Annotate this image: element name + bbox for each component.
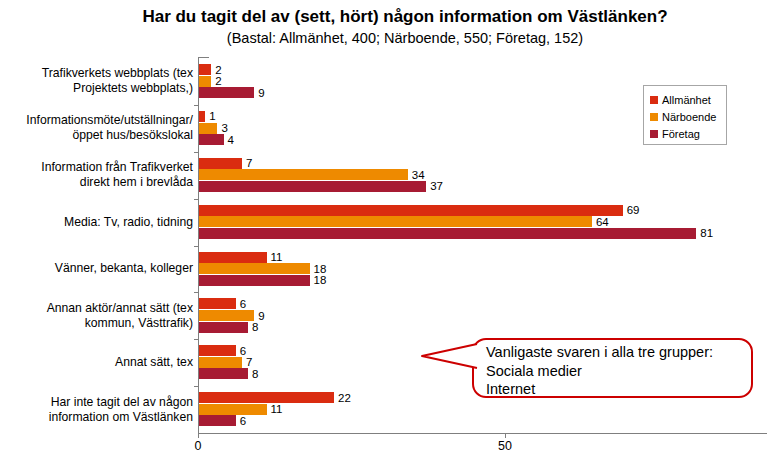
legend-label: Företag bbox=[662, 128, 700, 140]
x-axis-tick-label: 0 bbox=[183, 439, 213, 453]
bar-value-label: 1 bbox=[209, 110, 215, 122]
bar-value-label: 11 bbox=[271, 403, 283, 415]
legend-label: Närboende bbox=[662, 111, 716, 123]
category-label: Media: Tv, radio, tidning bbox=[0, 215, 193, 230]
bar-företag bbox=[199, 368, 248, 379]
bar-företag bbox=[199, 181, 426, 192]
bar-närboende bbox=[199, 216, 592, 227]
bar-företag bbox=[199, 415, 236, 426]
axis-tick bbox=[194, 246, 199, 247]
bar-value-label: 37 bbox=[430, 180, 443, 192]
legend-item: Närboende bbox=[650, 108, 721, 125]
legend-marker-icon bbox=[650, 113, 658, 121]
chart-title: Har du tagit del av (sett, hört) någon i… bbox=[40, 7, 767, 27]
category-label: Vänner, bekanta, kolleger bbox=[0, 261, 193, 276]
bar-value-label: 34 bbox=[412, 169, 425, 181]
bar-value-label: 64 bbox=[596, 216, 609, 228]
bar-företag bbox=[199, 87, 254, 98]
bar-value-label: 4 bbox=[228, 134, 234, 146]
bar-närboende bbox=[199, 123, 217, 134]
bar-value-label: 7 bbox=[246, 356, 252, 368]
chart-header: Har du tagit del av (sett, hört) någon i… bbox=[40, 7, 767, 46]
axis-tick bbox=[194, 292, 199, 293]
category-label: Annan aktör/annat sätt (texkommun, Västt… bbox=[0, 301, 193, 331]
x-axis-line bbox=[198, 433, 767, 434]
bar-allmänhet bbox=[199, 111, 205, 122]
legend-item: Allmänhet bbox=[650, 91, 721, 108]
bar-närboende bbox=[199, 263, 310, 274]
callout-line: Sociala medier bbox=[486, 362, 745, 381]
callout-line: Vanligaste svaren i alla tre grupper: bbox=[486, 343, 745, 362]
axis-tick bbox=[194, 386, 199, 387]
bar-value-label: 22 bbox=[338, 392, 351, 404]
axis-tick bbox=[505, 433, 506, 438]
bar-value-label: 2 bbox=[215, 75, 221, 87]
bar-value-label: 81 bbox=[700, 227, 713, 239]
legend: Allmänhet Närboende Företag bbox=[643, 85, 727, 145]
category-label: Annat sätt, tex bbox=[0, 355, 193, 370]
bar-företag bbox=[199, 275, 310, 286]
bar-value-label: 9 bbox=[258, 87, 264, 99]
bar-allmänhet bbox=[199, 252, 267, 263]
category-label: Information från Trafikverketdirekt hem … bbox=[0, 160, 193, 190]
bar-allmänhet bbox=[199, 298, 236, 309]
bar-allmänhet bbox=[199, 392, 334, 403]
callout-bubble: Vanligaste svaren i alla tre grupper: So… bbox=[472, 338, 753, 398]
legend-item: Företag bbox=[650, 125, 721, 142]
bar-allmänhet bbox=[199, 205, 623, 216]
bar-närboende bbox=[199, 404, 267, 415]
legend-marker-icon bbox=[650, 96, 658, 104]
bar-value-label: 2 bbox=[215, 64, 221, 76]
bar-value-label: 8 bbox=[252, 321, 258, 333]
bar-allmänhet bbox=[199, 158, 242, 169]
bar-value-label: 9 bbox=[258, 310, 264, 322]
bar-value-label: 6 bbox=[240, 415, 246, 427]
axis-tick bbox=[194, 199, 199, 200]
axis-tick bbox=[194, 339, 199, 340]
bar-företag bbox=[199, 134, 224, 145]
category-label: Har inte tagit del av någoninformation o… bbox=[0, 395, 193, 425]
bar-allmänhet bbox=[199, 64, 211, 75]
bar-value-label: 6 bbox=[240, 298, 246, 310]
legend-label: Allmänhet bbox=[662, 94, 711, 106]
bar-företag bbox=[199, 228, 696, 239]
callout-tail bbox=[420, 343, 478, 371]
bar-närboende bbox=[199, 169, 408, 180]
bar-value-label: 11 bbox=[271, 251, 283, 263]
bar-företag bbox=[199, 322, 248, 333]
chart-subtitle: (Bastal: Allmänhet, 400; Närboende, 550;… bbox=[40, 30, 767, 46]
axis-tick bbox=[194, 152, 199, 153]
bar-närboende bbox=[199, 310, 254, 321]
bar-value-label: 7 bbox=[246, 157, 252, 169]
bar-value-label: 18 bbox=[314, 263, 327, 275]
category-label: Informationsmöte/utställningar/öppet hus… bbox=[0, 113, 193, 143]
x-axis-tick-label: 50 bbox=[490, 439, 520, 453]
axis-tick bbox=[198, 433, 199, 438]
bar-value-label: 18 bbox=[314, 274, 327, 286]
bar-närboende bbox=[199, 357, 242, 368]
bar-chart: Har du tagit del av (sett, hört) någon i… bbox=[0, 0, 767, 459]
axis-tick bbox=[199, 57, 209, 58]
bar-value-label: 69 bbox=[627, 204, 640, 216]
bar-value-label: 6 bbox=[240, 345, 246, 357]
legend-marker-icon bbox=[650, 130, 658, 138]
bar-allmänhet bbox=[199, 345, 236, 356]
axis-tick bbox=[194, 105, 199, 106]
bar-value-label: 3 bbox=[221, 122, 227, 134]
bar-närboende bbox=[199, 76, 211, 87]
callout-line: Internet bbox=[486, 380, 745, 399]
bar-value-label: 8 bbox=[252, 368, 258, 380]
category-label: Trafikverkets webbplats (texProjektets w… bbox=[0, 66, 193, 96]
